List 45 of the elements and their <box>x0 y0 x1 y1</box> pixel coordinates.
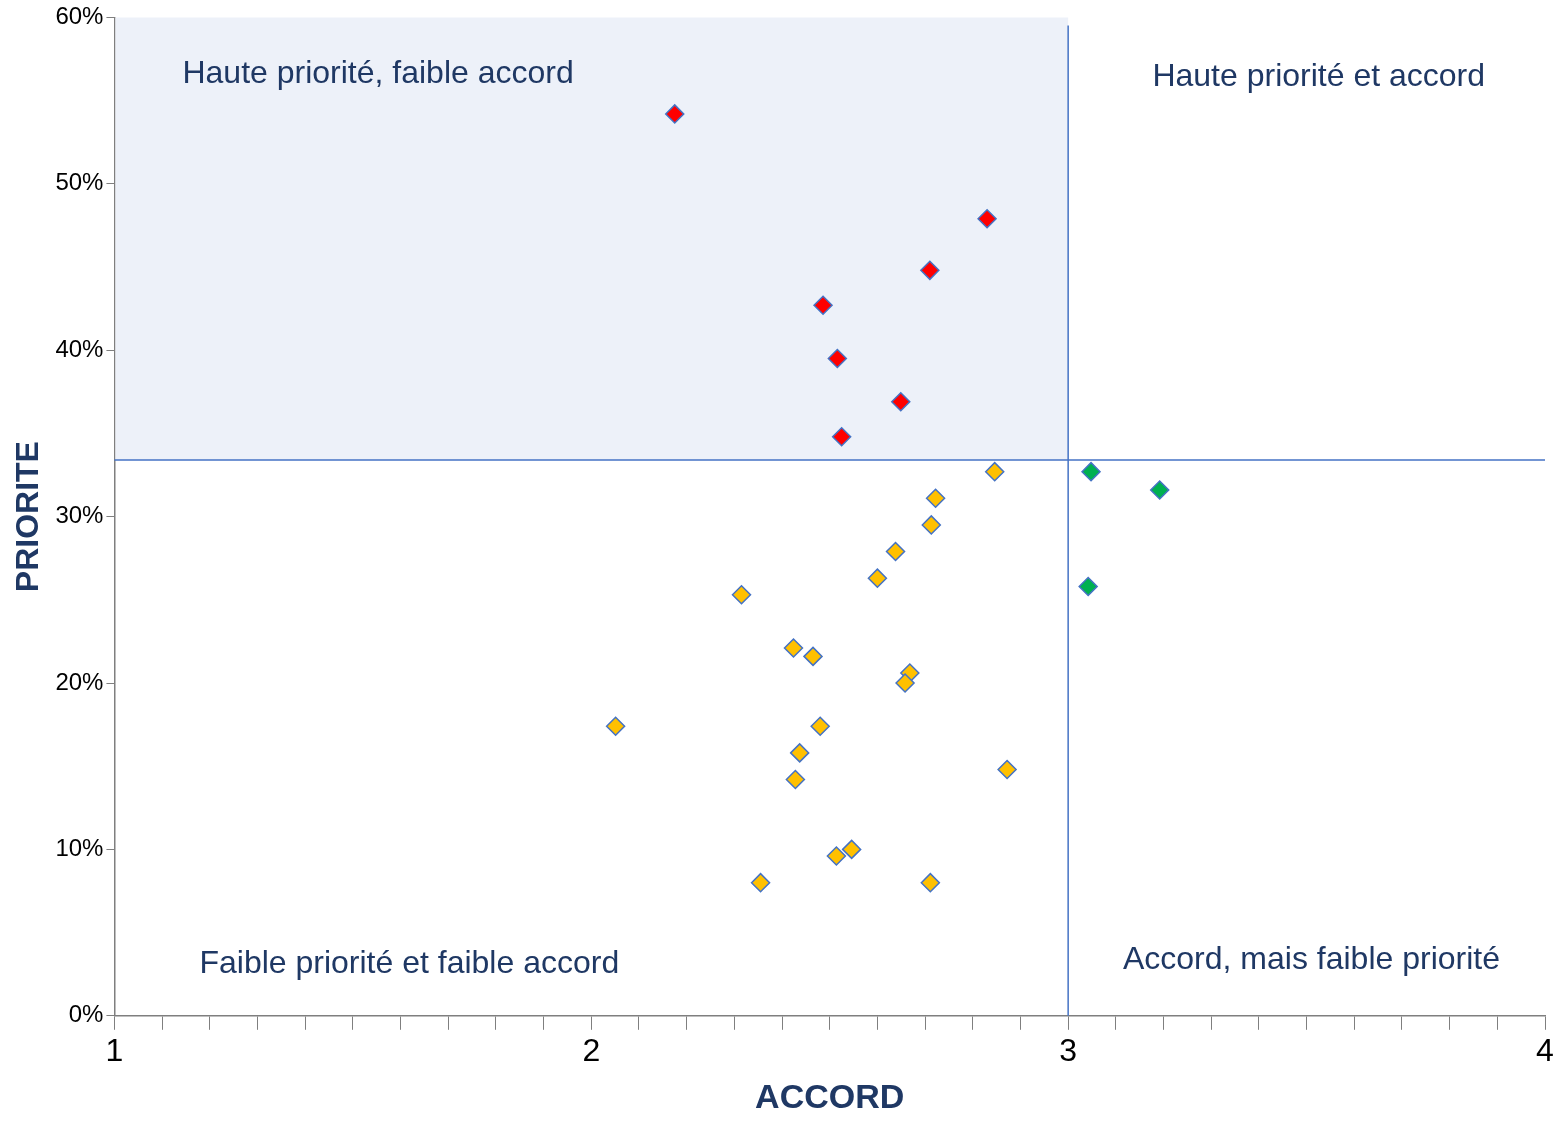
point <box>731 585 752 605</box>
point <box>785 769 806 790</box>
point <box>895 673 915 693</box>
point <box>921 515 942 535</box>
point <box>841 839 862 860</box>
point <box>1149 480 1170 500</box>
point <box>750 872 771 893</box>
y-tick-label: 60% <box>55 2 104 30</box>
point <box>664 104 685 124</box>
x-axis-title: ACCORD <box>755 1076 905 1115</box>
y-tick-label: 0% <box>68 1000 104 1028</box>
y-tick-label: 40% <box>55 334 104 362</box>
point <box>783 638 804 658</box>
point <box>977 208 997 229</box>
x-tick-label: 4 <box>1536 1031 1554 1068</box>
point <box>1081 461 1101 482</box>
x-tick-label: 2 <box>582 1031 601 1068</box>
point <box>891 392 911 412</box>
point <box>605 716 626 737</box>
point <box>867 568 888 588</box>
point <box>997 759 1017 780</box>
point <box>810 716 830 737</box>
annotation: Accord, mais faible priorité <box>1122 939 1500 976</box>
y-tick-label: 50% <box>55 168 104 196</box>
x-tick-label: 1 <box>105 1031 124 1068</box>
annotation: Faible priorité et faible accord <box>199 943 620 980</box>
point <box>803 646 823 667</box>
annotation: Haute priorité et accord <box>1152 57 1485 94</box>
x-tick-label: 3 <box>1059 1031 1078 1068</box>
point <box>920 260 940 281</box>
point <box>920 872 941 893</box>
point <box>925 488 946 509</box>
point <box>1078 576 1098 597</box>
y-tick-label: 30% <box>55 501 104 529</box>
point <box>827 348 848 369</box>
y-axis-title: PRIORITE <box>9 441 46 593</box>
point <box>813 295 833 316</box>
point <box>831 426 852 447</box>
y-tick-label: 20% <box>55 667 104 695</box>
annotation: Haute priorité, faible accord <box>182 54 574 91</box>
y-tick-label: 10% <box>55 834 104 862</box>
point <box>826 846 847 866</box>
point <box>789 743 810 763</box>
point <box>984 461 1005 482</box>
point <box>885 541 906 562</box>
